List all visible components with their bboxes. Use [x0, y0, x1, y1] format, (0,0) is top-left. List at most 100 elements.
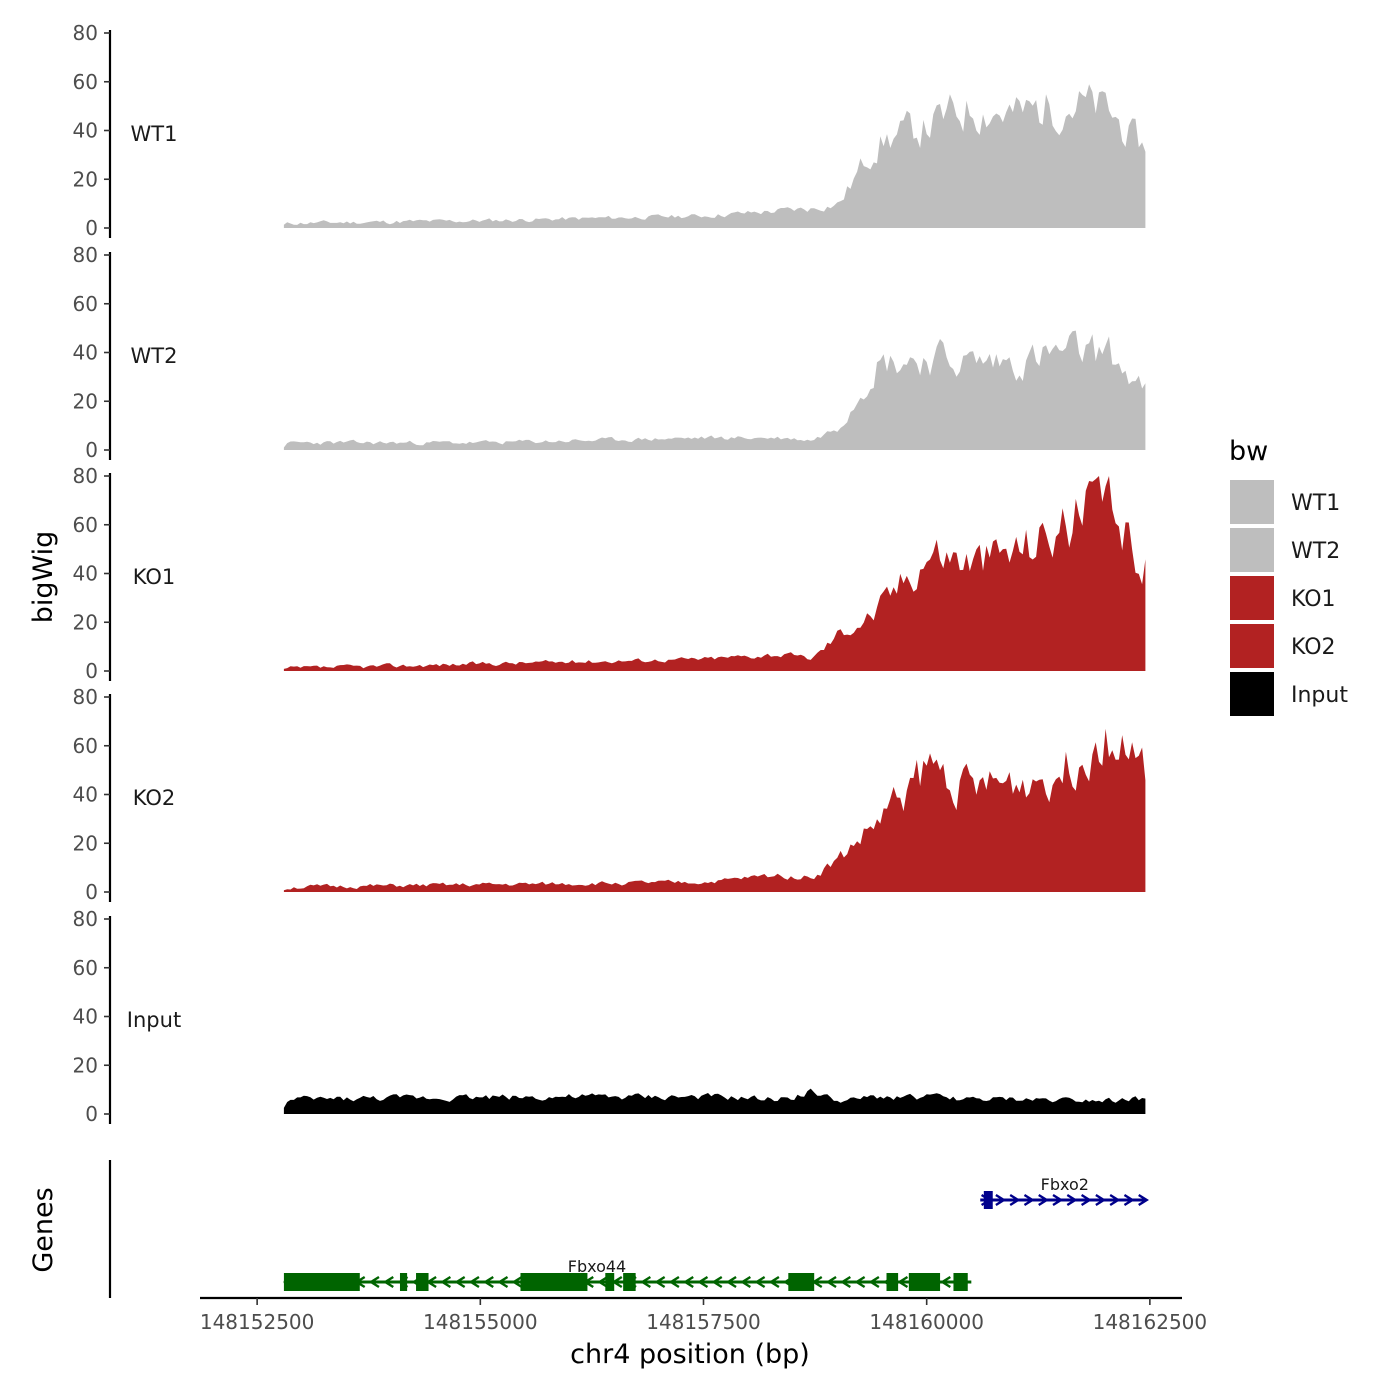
- panel-ko2: 0 20 40 60 80 KO2: [73, 685, 1146, 904]
- strand-arrow-icon: [497, 1275, 509, 1289]
- coverage-area-wt2: [283, 330, 1146, 450]
- strand-arrow-icon: [725, 1275, 737, 1289]
- strand-arrow-icon: [995, 1193, 1007, 1207]
- strand-arrow-icon: [1009, 1193, 1021, 1207]
- coverage-area-wt1: [283, 84, 1146, 228]
- gene-exon: [399, 1273, 408, 1291]
- y-tick-label: 80: [73, 907, 98, 931]
- strand-arrow-icon: [482, 1275, 494, 1289]
- strand-arrow-icon: [854, 1275, 866, 1289]
- strand-arrow-icon: [1023, 1193, 1035, 1207]
- strand-arrow-icon: [825, 1275, 837, 1289]
- y-tick-label: 60: [73, 513, 98, 537]
- coverage-panels: 0 20 40 60 80 WT1 0 20 40 60 80 WT2 0 20 40 60 80 KO1 0 20 4…: [73, 21, 1146, 1126]
- strand-arrow-icon: [1052, 1193, 1064, 1207]
- legend-label: KO2: [1291, 635, 1336, 660]
- gene-exon: [623, 1273, 636, 1291]
- y-tick-label: 0: [85, 216, 98, 240]
- panel-label: WT1: [131, 122, 178, 146]
- legend-label: WT1: [1291, 491, 1340, 516]
- y-tick-label: 0: [85, 880, 98, 904]
- y-axis-title: bigWig: [28, 531, 59, 624]
- strand-arrow-icon: [1109, 1193, 1121, 1207]
- strand-arrow-icon: [1080, 1193, 1092, 1207]
- strand-arrow-icon: [468, 1275, 480, 1289]
- y-tick-label: 40: [73, 1005, 98, 1029]
- strand-arrow-icon: [897, 1275, 909, 1289]
- strand-arrow-icon: [454, 1275, 466, 1289]
- legend-swatch: [1230, 528, 1274, 572]
- legend-label: WT2: [1291, 539, 1340, 564]
- y-tick-label: 20: [73, 610, 98, 634]
- strand-arrow-icon: [740, 1275, 751, 1289]
- strand-arrow-icon: [754, 1275, 766, 1289]
- gene-exon: [953, 1273, 968, 1291]
- strand-arrow-icon: [682, 1275, 694, 1289]
- y-tick-label: 0: [85, 1102, 98, 1126]
- coverage-area-ko2: [283, 728, 1146, 892]
- x-tick-label: 148152500: [200, 1310, 315, 1334]
- panel-label: Input: [127, 1008, 181, 1032]
- panel-label: WT2: [131, 344, 178, 368]
- gene-exon: [788, 1273, 815, 1291]
- y-tick-label: 0: [85, 659, 98, 683]
- strand-arrow-icon: [368, 1275, 380, 1289]
- legend-swatch: [1230, 672, 1274, 716]
- y-tick-label: 40: [73, 119, 98, 143]
- legend-title: bw: [1229, 436, 1268, 467]
- legend-swatch: [1230, 576, 1274, 620]
- panel-input: 0 20 40 60 80 Input: [73, 907, 1146, 1126]
- gene-label: Fbxo2: [1041, 1175, 1089, 1194]
- y-tick-label: 40: [73, 783, 98, 807]
- legend-swatch: [1230, 624, 1274, 668]
- gene-exon: [283, 1273, 360, 1291]
- panel-wt2: 0 20 40 60 80 WT2: [73, 243, 1146, 462]
- legend-swatch: [1230, 480, 1274, 524]
- gene-exon: [886, 1273, 899, 1291]
- panel-label: KO2: [133, 786, 176, 810]
- x-axis-title: chr4 position (bp): [570, 1339, 810, 1370]
- y-tick-label: 80: [73, 21, 98, 45]
- gene-fbxo2: Fbxo2: [980, 1175, 1149, 1209]
- genes-track: Fbxo2 Fbxo44: [108, 1160, 1149, 1298]
- y-tick-label: 20: [73, 831, 98, 855]
- y-tick-label: 40: [73, 562, 98, 586]
- x-tick-label: 148155000: [423, 1310, 538, 1334]
- gene-exon: [416, 1273, 429, 1291]
- x-tick-label: 148162500: [1093, 1310, 1208, 1334]
- strand-arrow-icon: [668, 1275, 680, 1289]
- strand-arrow-icon: [597, 1275, 609, 1289]
- legend-label: KO1: [1291, 587, 1336, 612]
- gene-exon: [520, 1273, 588, 1291]
- strand-arrow-icon: [382, 1275, 394, 1289]
- panel-ko1: 0 20 40 60 80 KO1: [73, 464, 1146, 683]
- strand-arrow-icon: [511, 1275, 523, 1289]
- y-tick-label: 60: [73, 292, 98, 316]
- y-tick-label: 80: [73, 685, 98, 709]
- strand-arrow-icon: [1138, 1193, 1149, 1207]
- legend-label: Input: [1291, 683, 1348, 708]
- y-tick-label: 60: [73, 956, 98, 980]
- x-tick-label: 148157500: [646, 1310, 761, 1334]
- strand-arrow-icon: [768, 1275, 780, 1289]
- y-tick-label: 20: [73, 389, 98, 413]
- y-tick-label: 80: [73, 243, 98, 267]
- strand-arrow-icon: [1095, 1193, 1107, 1207]
- strand-arrow-icon: [868, 1275, 880, 1289]
- y-tick-label: 60: [73, 734, 98, 758]
- x-tick-label: 148160000: [869, 1310, 984, 1334]
- y-tick-label: 20: [73, 167, 98, 191]
- gene-exon: [605, 1273, 615, 1291]
- y-tick-label: 60: [73, 70, 98, 94]
- gene-label: Fbxo44: [568, 1257, 626, 1276]
- panel-wt1: 0 20 40 60 80 WT1: [73, 21, 1146, 240]
- gene-exon: [983, 1191, 993, 1209]
- strand-arrow-icon: [1038, 1193, 1049, 1207]
- strand-arrow-icon: [840, 1275, 851, 1289]
- strand-arrow-icon: [440, 1275, 452, 1289]
- genes-axis-title: Genes: [28, 1187, 59, 1272]
- x-axis: 148152500 148155000 148157500 148160000 1481…: [200, 1296, 1208, 1334]
- y-tick-label: 0: [85, 438, 98, 462]
- strand-arrow-icon: [711, 1275, 723, 1289]
